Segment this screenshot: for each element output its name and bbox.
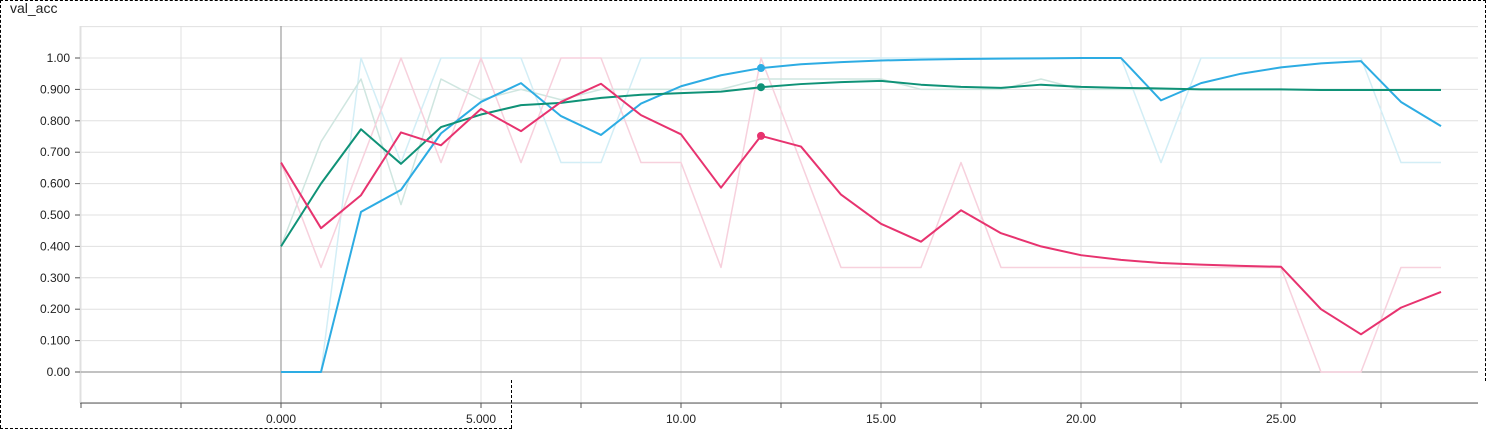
y-tick-label: 0.800	[40, 114, 70, 128]
y-tick-label: 0.500	[40, 208, 70, 222]
hover-point-0	[757, 64, 765, 73]
smoothed-series-line-1	[280, 79, 1441, 247]
tick-labels: 0.000 5.000 10.00 15.00 20.00 25.00 0.00 0.100 0…	[40, 51, 1296, 426]
smoothed-series-lines	[280, 57, 1442, 373]
y-tick-label: 1.00	[47, 51, 71, 65]
hover-point-2	[757, 131, 765, 140]
raw-series-line-2	[280, 57, 1441, 373]
y-tick-label: 0.200	[40, 302, 70, 316]
x-tick-label: 10.00	[666, 412, 696, 426]
x-tick-label: 5.000	[466, 412, 496, 426]
x-tick-label: 20.00	[1066, 412, 1096, 426]
x-tick-label: 0.000	[266, 412, 296, 426]
y-tick-label: 0.400	[40, 239, 70, 253]
chart-title: val_acc	[10, 0, 58, 16]
grid	[80, 26, 1478, 404]
raw-series-line-0	[281, 57, 1441, 373]
y-tick-label: 0.100	[40, 334, 70, 348]
y-tick-label: 0.900	[40, 82, 70, 96]
frame-border-left	[0, 380, 1, 428]
axes	[75, 26, 1478, 408]
hover-markers	[757, 64, 765, 140]
x-tick-label: 15.00	[866, 412, 896, 426]
frame-border-right	[511, 380, 512, 428]
x-tick-label: 25.00	[1266, 412, 1296, 426]
y-tick-label: 0.300	[40, 271, 70, 285]
frame-border-bottom	[0, 428, 512, 429]
y-tick-label: 0.700	[40, 145, 70, 159]
raw-series-line-1	[280, 78, 1441, 247]
y-tick-label: 0.600	[40, 177, 70, 191]
smoothed-series-line-0	[281, 57, 1442, 373]
smoothed-series-line-2	[280, 82, 1442, 336]
y-tick-label: 0.00	[47, 365, 71, 379]
hover-point-1	[757, 83, 765, 92]
